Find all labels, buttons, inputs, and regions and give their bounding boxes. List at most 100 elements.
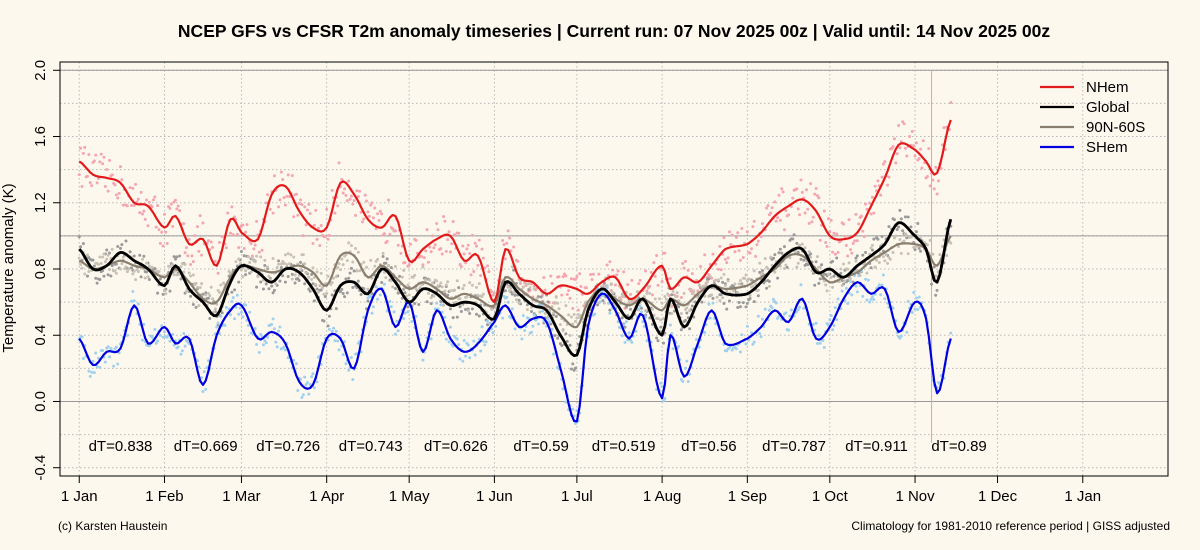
scatter-point-global bbox=[503, 289, 507, 293]
scatter-point-shem bbox=[774, 301, 778, 305]
scatter-point-90n-60s bbox=[132, 269, 136, 273]
scatter-point-nhem bbox=[912, 144, 916, 148]
scatter-point-nhem bbox=[508, 236, 512, 240]
scatter-point-nhem bbox=[282, 196, 286, 200]
scatter-point-90n-60s bbox=[898, 238, 902, 242]
scatter-point-nhem bbox=[843, 234, 847, 238]
scatter-point-nhem bbox=[393, 229, 397, 233]
scatter-point-nhem bbox=[316, 226, 320, 230]
scatter-point-nhem bbox=[932, 187, 936, 191]
scatter-point-nhem bbox=[303, 205, 307, 209]
scatter-point-nhem bbox=[825, 245, 829, 249]
scatter-point-nhem bbox=[226, 211, 230, 215]
scatter-point-90n-60s bbox=[171, 263, 175, 267]
scatter-point-90n-60s bbox=[365, 265, 369, 269]
scatter-point-nhem bbox=[116, 196, 120, 200]
scatter-point-shem bbox=[638, 304, 642, 308]
scatter-point-shem bbox=[344, 362, 348, 366]
scatter-point-nhem bbox=[486, 264, 490, 268]
scatter-point-global bbox=[132, 254, 136, 258]
scatter-point-90n-60s bbox=[663, 294, 667, 298]
scatter-point-nhem bbox=[327, 234, 331, 238]
scatter-point-90n-60s bbox=[682, 291, 686, 295]
scatter-point-nhem bbox=[333, 211, 337, 215]
scatter-point-global bbox=[814, 260, 818, 264]
scatter-point-shem bbox=[829, 314, 833, 318]
scatter-point-90n-60s bbox=[426, 291, 430, 295]
scatter-point-shem bbox=[639, 310, 643, 314]
scatter-point-shem bbox=[147, 344, 151, 348]
scatter-point-shem bbox=[509, 316, 513, 320]
scatter-point-90n-60s bbox=[263, 258, 267, 262]
scatter-point-global bbox=[846, 279, 850, 283]
scatter-point-global bbox=[439, 300, 443, 304]
scatter-point-nhem bbox=[140, 212, 144, 216]
scatter-point-shem bbox=[708, 316, 712, 320]
scatter-point-global bbox=[741, 301, 745, 305]
scatter-point-nhem bbox=[443, 219, 447, 223]
scatter-point-shem bbox=[815, 341, 819, 345]
scatter-point-global bbox=[338, 290, 342, 294]
scatter-point-global bbox=[417, 302, 421, 306]
scatter-point-global bbox=[330, 293, 334, 297]
scatter-point-nhem bbox=[117, 191, 121, 195]
scatter-point-nhem bbox=[341, 191, 345, 195]
scatter-point-global bbox=[239, 250, 243, 254]
scatter-point-nhem bbox=[457, 231, 461, 235]
scatter-point-nhem bbox=[853, 239, 857, 243]
scatter-point-shem bbox=[461, 359, 465, 363]
scatter-point-90n-60s bbox=[461, 287, 465, 291]
scatter-point-global bbox=[370, 292, 374, 296]
scatter-point-90n-60s bbox=[716, 278, 720, 282]
scatter-point-90n-60s bbox=[448, 289, 452, 293]
scatter-point-shem bbox=[641, 320, 645, 324]
scatter-point-90n-60s bbox=[752, 269, 756, 273]
scatter-point-nhem bbox=[147, 200, 151, 204]
y-tick-label: 2.0 bbox=[32, 60, 49, 81]
scatter-point-nhem bbox=[880, 175, 884, 179]
scatter-point-shem bbox=[246, 323, 250, 327]
scatter-point-90n-60s bbox=[382, 271, 386, 275]
scatter-point-nhem bbox=[921, 139, 925, 143]
scatter-point-global bbox=[683, 318, 687, 322]
scatter-point-90n-60s bbox=[299, 267, 303, 271]
scatter-point-90n-60s bbox=[256, 275, 260, 279]
scatter-point-nhem bbox=[928, 184, 932, 188]
scatter-point-global bbox=[349, 266, 353, 270]
scatter-point-nhem bbox=[453, 233, 457, 237]
scatter-point-shem bbox=[308, 382, 312, 386]
scatter-point-90n-60s bbox=[330, 281, 334, 285]
scatter-point-nhem bbox=[949, 101, 953, 105]
scatter-point-nhem bbox=[611, 268, 615, 272]
scatter-point-nhem bbox=[813, 192, 817, 196]
scatter-point-nhem bbox=[730, 233, 734, 237]
scatter-point-90n-60s bbox=[321, 286, 325, 290]
scatter-point-shem bbox=[480, 325, 484, 329]
scatter-point-shem bbox=[131, 290, 135, 294]
scatter-point-global bbox=[556, 336, 560, 340]
scatter-point-shem bbox=[385, 309, 389, 313]
scatter-point-90n-60s bbox=[266, 265, 270, 269]
scatter-point-90n-60s bbox=[569, 315, 573, 319]
scatter-point-global bbox=[903, 215, 907, 219]
scatter-point-nhem bbox=[99, 152, 103, 156]
scatter-point-global bbox=[574, 366, 578, 370]
scatter-point-shem bbox=[107, 355, 111, 359]
scatter-point-shem bbox=[349, 356, 353, 360]
scatter-point-shem bbox=[205, 366, 209, 370]
scatter-point-global bbox=[366, 299, 370, 303]
scatter-point-90n-60s bbox=[803, 246, 807, 250]
scatter-point-nhem bbox=[348, 197, 352, 201]
scatter-point-nhem bbox=[355, 189, 359, 193]
scatter-point-global bbox=[899, 217, 903, 221]
scatter-point-nhem bbox=[396, 243, 400, 247]
scatter-point-90n-60s bbox=[314, 282, 318, 286]
scatter-point-nhem bbox=[311, 241, 315, 245]
scatter-point-shem bbox=[868, 300, 872, 304]
scatter-point-global bbox=[564, 332, 568, 336]
scatter-point-90n-60s bbox=[769, 255, 773, 259]
scatter-point-nhem bbox=[828, 230, 832, 234]
scatter-point-90n-60s bbox=[902, 239, 906, 243]
scatter-point-nhem bbox=[429, 250, 433, 254]
scatter-point-shem bbox=[697, 345, 701, 349]
